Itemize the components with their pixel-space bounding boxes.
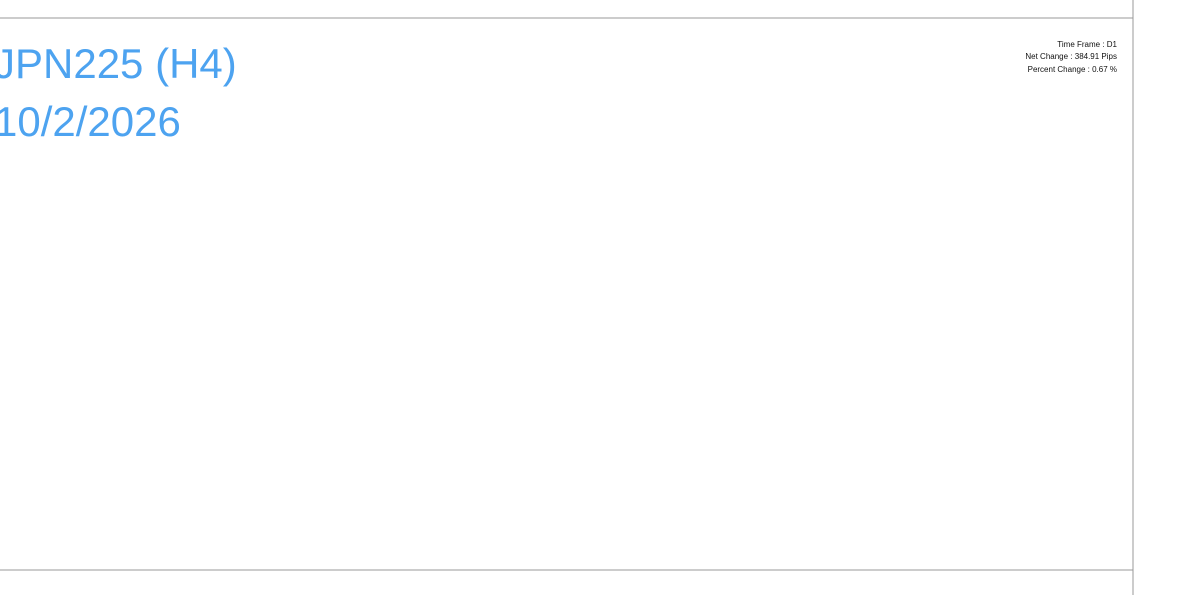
info-line: Net Change : 384.91 Pips	[1025, 52, 1117, 61]
info-line: Time Frame : D1	[1057, 40, 1117, 49]
chart-subtitle: 10/2/2026	[0, 98, 181, 145]
info-line: Percent Change : 0.67 %	[1028, 65, 1117, 74]
chart-title: JPN225 (H4)	[0, 40, 237, 87]
plot-area	[0, 18, 1133, 570]
